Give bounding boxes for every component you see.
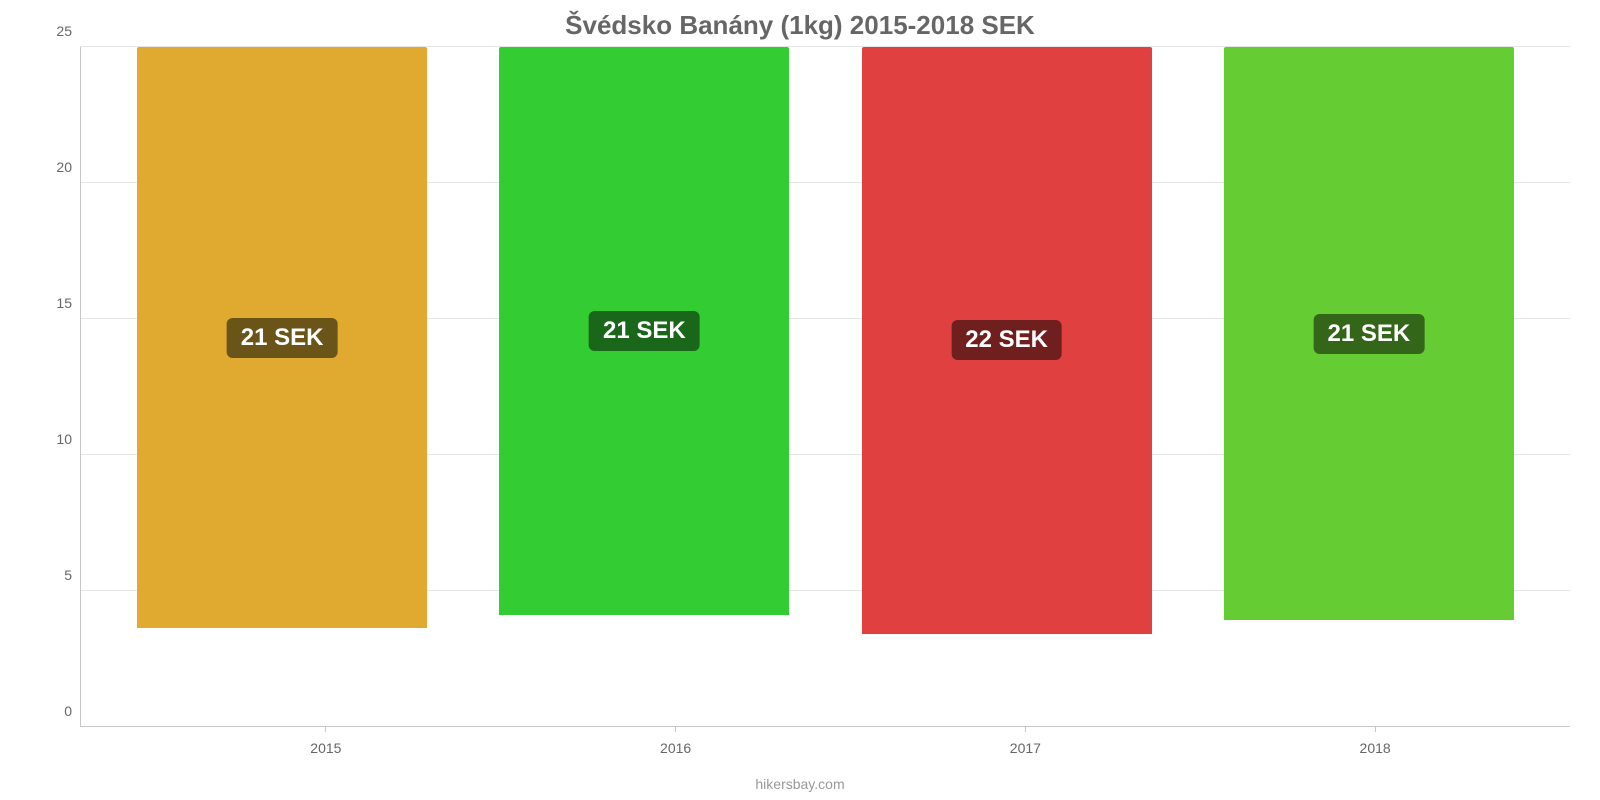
attribution: hikersbay.com	[0, 776, 1600, 792]
x-axis: 2015 2016 2017 2018	[131, 726, 1570, 758]
x-tick-slot: 2018	[1200, 726, 1550, 758]
bar-slot: 21 SEK	[463, 47, 825, 726]
x-tick: 2016	[660, 740, 691, 756]
x-tick-mark	[675, 726, 676, 732]
y-tick: 10	[56, 431, 72, 447]
bar-2017: 22 SEK	[862, 47, 1152, 634]
bar-label: 22 SEK	[951, 320, 1062, 360]
y-tick: 0	[64, 703, 72, 719]
bar-label-text: 21 SEK	[1328, 320, 1411, 347]
bar-label-text: 21 SEK	[603, 317, 686, 344]
x-tick: 2015	[310, 740, 341, 756]
bar-slot: 21 SEK	[1188, 47, 1550, 726]
y-tick: 5	[64, 567, 72, 583]
bars: 21 SEK 21 SEK 22 SEK	[81, 47, 1570, 726]
x-tick-mark	[1025, 726, 1026, 732]
x-tick-slot: 2015	[151, 726, 501, 758]
x-tick-mark	[325, 726, 326, 732]
bar-slot: 21 SEK	[101, 47, 463, 726]
y-tick: 20	[56, 159, 72, 175]
x-tick: 2017	[1010, 740, 1041, 756]
bar-2016: 21 SEK	[499, 47, 789, 615]
bar-label: 21 SEK	[589, 311, 700, 351]
x-tick: 2018	[1360, 740, 1391, 756]
y-axis: 0 5 10 15 20 25	[30, 47, 80, 727]
plot-area: 21 SEK 21 SEK 22 SEK	[80, 47, 1570, 727]
x-tick-mark	[1375, 726, 1376, 732]
bar-label: 21 SEK	[227, 318, 338, 358]
bar-2018: 21 SEK	[1224, 47, 1514, 620]
bar-slot: 22 SEK	[826, 47, 1188, 726]
x-tick-slot: 2016	[501, 726, 851, 758]
plot: 0 5 10 15 20 25 21 SEK	[30, 47, 1570, 727]
x-tick-slot: 2017	[851, 726, 1201, 758]
chart-container: Švédsko Banány (1kg) 2015-2018 SEK 0 5 1…	[0, 0, 1600, 800]
bar-label: 21 SEK	[1314, 314, 1425, 354]
y-tick: 25	[56, 23, 72, 39]
bar-label-text: 22 SEK	[965, 326, 1048, 353]
bar-2015: 21 SEK	[137, 47, 427, 628]
bar-label-text: 21 SEK	[241, 324, 324, 351]
y-tick: 15	[56, 295, 72, 311]
chart-title: Švédsko Banány (1kg) 2015-2018 SEK	[30, 10, 1570, 41]
